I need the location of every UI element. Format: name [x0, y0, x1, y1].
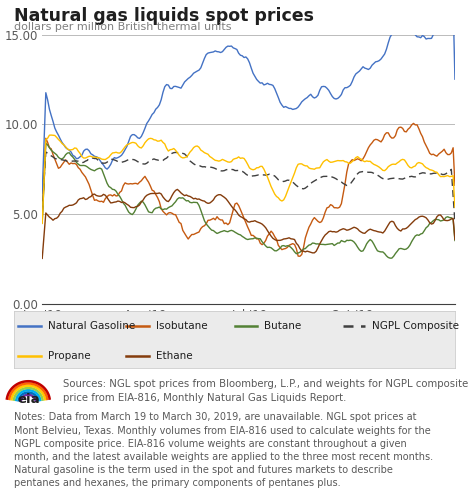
Text: Sources: NGL spot prices from Bloomberg, L.P., and weights for NGPL composite
pr: Sources: NGL spot prices from Bloomberg,…: [63, 379, 469, 403]
Text: dollars per million British thermal units: dollars per million British thermal unit…: [14, 22, 232, 32]
Text: Butane: Butane: [265, 321, 302, 331]
Text: Notes: Data from March 19 to March 30, 2019, are unavailable. NGL spot prices at: Notes: Data from March 19 to March 30, 2…: [14, 412, 433, 489]
Text: Natural gas liquids spot prices: Natural gas liquids spot prices: [14, 7, 314, 25]
Text: NGPL Composite: NGPL Composite: [372, 321, 460, 331]
Text: Propane: Propane: [48, 351, 91, 361]
Text: eia: eia: [17, 393, 39, 406]
Text: Isobutane: Isobutane: [157, 321, 208, 331]
Text: Natural Gasoline: Natural Gasoline: [48, 321, 136, 331]
Text: Ethane: Ethane: [157, 351, 193, 361]
